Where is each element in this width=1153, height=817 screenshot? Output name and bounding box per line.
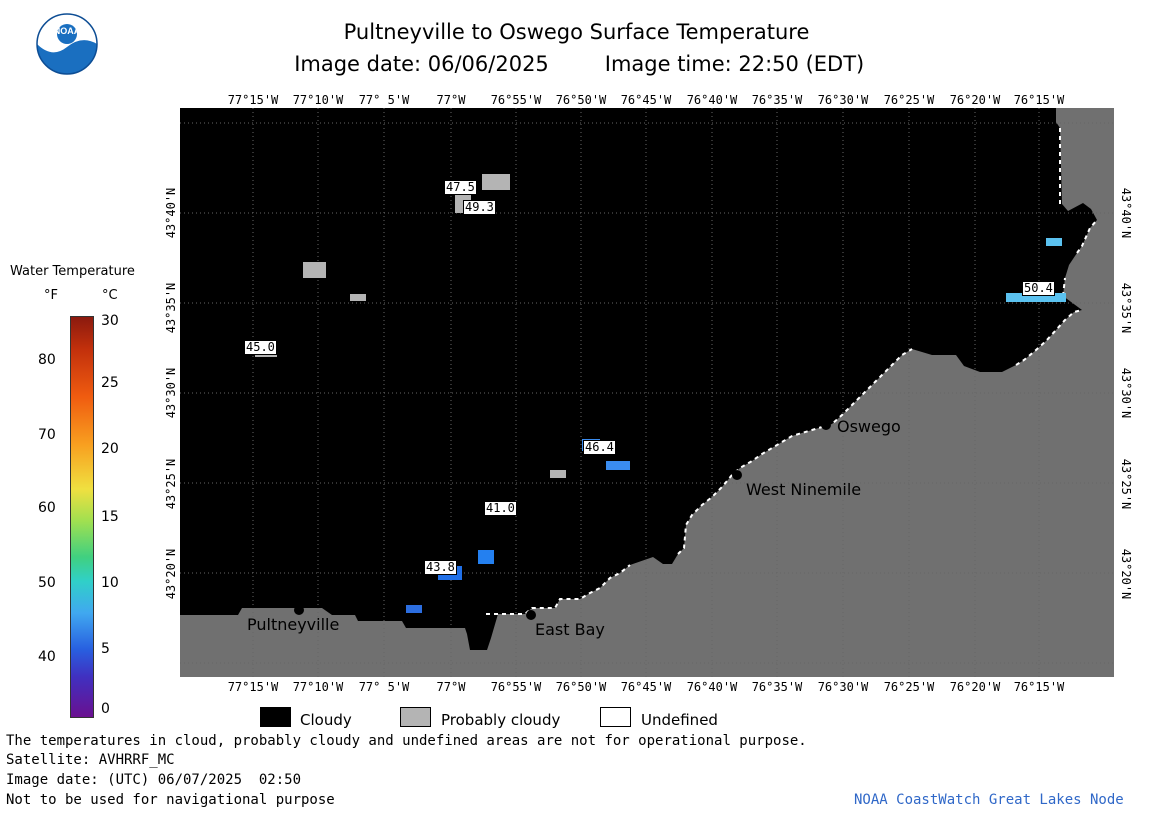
lon-label: 76°15'W bbox=[1013, 680, 1065, 694]
lon-label: 77°15'W bbox=[227, 93, 279, 107]
lon-label: 76°35'W bbox=[751, 93, 803, 107]
lon-label: 76°50'W bbox=[555, 93, 607, 107]
water-temp-patch bbox=[1046, 238, 1062, 246]
legend-c-tick: 0 bbox=[101, 701, 110, 717]
lon-label: 76°30'W bbox=[817, 680, 869, 694]
lon-label: 77° 5'W bbox=[358, 93, 410, 107]
legend-unit-f: °F bbox=[44, 288, 58, 303]
cloudy-swatch bbox=[260, 707, 291, 727]
city-marker bbox=[526, 610, 536, 620]
satellite-text: Satellite: AVHRRF_MC bbox=[6, 752, 175, 768]
lon-label: 76°25'W bbox=[883, 680, 935, 694]
lon-label: 76°45'W bbox=[620, 93, 672, 107]
undefined-swatch bbox=[600, 707, 631, 727]
lat-label: 43°20'N bbox=[1119, 548, 1133, 600]
temperature-label: 41.0 bbox=[484, 501, 517, 516]
lat-label: 43°25'N bbox=[1119, 458, 1133, 510]
lon-label: 76°35'W bbox=[751, 680, 803, 694]
temperature-label: 43.8 bbox=[424, 560, 457, 575]
legend-c-tick: 30 bbox=[101, 313, 119, 329]
temperature-label: 50.4 bbox=[1022, 281, 1055, 296]
lat-label: 43°35'N bbox=[164, 282, 178, 334]
legend-f-tick: 60 bbox=[38, 500, 56, 516]
utc-date-text: Image date: (UTC) 06/07/2025 02:50 bbox=[6, 772, 302, 788]
lat-label: 43°40'N bbox=[1119, 187, 1133, 239]
city-label: Oswego bbox=[837, 417, 901, 436]
legend-c-tick: 5 bbox=[101, 641, 110, 657]
legend-f-tick: 40 bbox=[38, 649, 56, 665]
water-temp-patch bbox=[406, 605, 422, 613]
water-temp-patch bbox=[606, 461, 630, 470]
probably-cloudy-swatch bbox=[400, 707, 431, 727]
legend-c-tick: 25 bbox=[101, 375, 119, 391]
undefined-label: Undefined bbox=[641, 711, 718, 729]
legend-unit-c: °C bbox=[102, 288, 118, 303]
city-marker bbox=[821, 420, 831, 430]
land-area bbox=[180, 108, 1114, 677]
lon-label: 77°10'W bbox=[292, 93, 344, 107]
logo-text: NOAA bbox=[53, 26, 81, 36]
lon-label: 76°40'W bbox=[686, 680, 738, 694]
temperature-color-scale bbox=[70, 316, 94, 718]
lon-label: 76°40'W bbox=[686, 93, 738, 107]
navigation-warning: Not to be used for navigational purpose bbox=[6, 792, 335, 808]
probably-cloudy-patch bbox=[350, 294, 366, 301]
temperature-label: 47.5 bbox=[444, 180, 477, 195]
legend-title: Water Temperature bbox=[10, 264, 135, 279]
map-panel[interactable]: 47.5 49.3 45.0 46.4 41.0 43.8 50.4 Pultn… bbox=[180, 108, 1114, 677]
temperature-label: 45.0 bbox=[244, 340, 277, 355]
lon-label: 76°55'W bbox=[490, 680, 542, 694]
lon-label: 77°W bbox=[436, 680, 466, 694]
image-time: Image time: 22:50 (EDT) bbox=[604, 52, 865, 76]
lon-label: 77°15'W bbox=[227, 680, 279, 694]
shoreline bbox=[486, 128, 1098, 615]
probably-cloudy-patch bbox=[482, 174, 510, 190]
lon-label: 76°55'W bbox=[490, 93, 542, 107]
water-temp-patch bbox=[478, 550, 494, 564]
lat-label: 43°30'N bbox=[1119, 367, 1133, 419]
temperature-label: 46.4 bbox=[583, 440, 616, 455]
cloudy-label: Cloudy bbox=[300, 711, 352, 729]
lon-label: 77°W bbox=[436, 93, 466, 107]
city-marker bbox=[294, 605, 304, 615]
lat-label: 43°25'N bbox=[164, 458, 178, 510]
disclaimer-text: The temperatures in cloud, probably clou… bbox=[6, 733, 807, 749]
lat-lon-grid bbox=[180, 108, 1114, 677]
legend-c-tick: 10 bbox=[101, 575, 119, 591]
city-label: East Bay bbox=[535, 620, 605, 639]
lon-label: 76°20'W bbox=[949, 93, 1001, 107]
legend-f-tick: 70 bbox=[38, 427, 56, 443]
water-temp-patch bbox=[1006, 293, 1066, 302]
probably-cloudy-patch bbox=[303, 262, 326, 278]
page-title: Pultneyville to Oswego Surface Temperatu… bbox=[343, 20, 810, 44]
lon-label: 76°25'W bbox=[883, 93, 935, 107]
city-label: West Ninemile bbox=[746, 480, 862, 499]
lat-label: 43°35'N bbox=[1119, 282, 1133, 334]
lon-label: 76°45'W bbox=[620, 680, 672, 694]
lat-label: 43°20'N bbox=[164, 548, 178, 600]
lon-label: 76°50'W bbox=[555, 680, 607, 694]
lon-label: 76°15'W bbox=[1013, 93, 1065, 107]
lon-label: 77° 5'W bbox=[358, 680, 410, 694]
legend-f-tick: 80 bbox=[38, 352, 56, 368]
image-date: Image date: 06/06/2025 bbox=[294, 52, 549, 76]
city-marker bbox=[732, 470, 742, 480]
probably-cloudy-patch bbox=[550, 470, 566, 478]
lon-label: 76°30'W bbox=[817, 93, 869, 107]
map-canvas bbox=[180, 108, 1114, 677]
city-label: Pultneyville bbox=[247, 615, 340, 634]
probably-cloudy-label: Probably cloudy bbox=[441, 711, 561, 729]
temperature-label: 49.3 bbox=[463, 200, 496, 215]
credit-link[interactable]: NOAA CoastWatch Great Lakes Node bbox=[854, 792, 1124, 808]
lat-label: 43°40'N bbox=[164, 187, 178, 239]
legend-c-tick: 15 bbox=[101, 509, 119, 525]
lon-label: 76°20'W bbox=[949, 680, 1001, 694]
legend-c-tick: 20 bbox=[101, 441, 119, 457]
lon-label: 77°10'W bbox=[292, 680, 344, 694]
lat-label: 43°30'N bbox=[164, 367, 178, 419]
noaa-logo: NOAA bbox=[36, 13, 98, 75]
legend-f-tick: 50 bbox=[38, 575, 56, 591]
